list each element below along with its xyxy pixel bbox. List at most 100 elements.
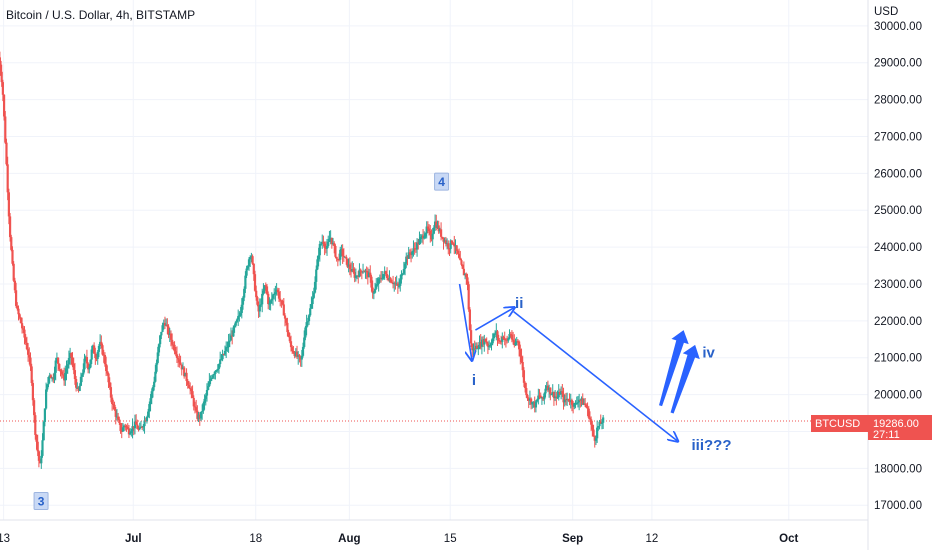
candle-body [40,455,43,464]
candle-body [147,411,150,417]
candle-body [271,295,275,299]
candle-body [210,377,213,379]
candle-body [330,237,333,245]
candle-body [479,341,482,347]
candle-body [414,248,417,250]
candle-body [31,383,34,401]
candle-body [530,398,533,405]
candle-body [231,335,234,337]
y-tick-label: 23000.00 [874,279,922,291]
candle-body [102,354,105,356]
candle-body [497,337,500,341]
candle-body [277,292,281,299]
candle-body [18,314,21,318]
candle-body [502,336,505,339]
candle-body [227,341,230,348]
candle-body [124,425,127,427]
arrow-wave-ii [475,308,513,331]
candle-body [189,388,192,390]
candle-body [1,82,4,95]
candle-body [396,283,399,286]
time-axis[interactable]: 13 Jul 18 Aug 15 Sep 12 Oct [0,533,799,545]
candle-body [38,460,42,464]
candle-body [259,304,263,306]
candle-body [161,325,164,332]
candle-body [75,379,78,388]
candle-body [550,394,553,396]
candle-body [306,321,309,323]
candle-body [166,324,169,327]
candle-body [239,312,242,316]
candle-body [377,278,380,285]
candle-body [269,300,272,304]
candle-body [49,375,53,379]
candle-body [388,278,391,281]
candle-body [321,241,324,244]
candle-body [328,238,331,242]
candle-body [520,356,523,362]
candle-body [141,426,144,428]
candle-body [261,293,264,305]
candle-body [494,333,497,335]
candle-body [119,423,122,431]
candle-body [223,350,227,355]
candle-body [107,373,110,383]
candle-body [313,281,317,293]
candle-body [345,256,348,259]
candle-body [240,304,243,313]
candle-body [419,236,422,239]
candle-body [460,260,463,265]
candle-body [293,352,296,357]
candle-body [118,419,121,424]
candle-body [291,347,294,352]
candle-body [190,388,193,392]
candle-body [156,352,159,363]
candle-body [184,372,187,377]
candle-body [34,415,37,435]
candle-body [485,341,488,344]
candle-body [572,404,575,407]
candle-body [126,427,129,429]
candle-body [359,269,362,272]
candle-body [413,248,416,250]
candle-body [600,422,604,424]
candle-body [381,278,384,280]
price-tag-countdown: 27:11 [873,429,900,441]
candle-body [598,421,601,427]
candle-body [503,338,506,340]
candle-body [131,426,134,432]
candle-body [142,426,145,428]
candle-body [202,403,205,412]
candle-body [436,225,439,228]
candle-body [174,351,177,355]
candle-body [521,361,524,371]
candle-body [515,341,518,343]
currency-label: USD [874,6,898,18]
candle-body [251,256,254,264]
candle-body [132,426,135,429]
x-tick-label: 18 [249,533,262,545]
candle-body [488,346,491,348]
candle-body [592,429,595,437]
candle-body [229,335,233,341]
candle-body [594,438,598,441]
candle-body [570,400,574,405]
candle-body [322,241,325,244]
candle-body [366,271,369,278]
candle-body [431,233,434,240]
candle-body [475,345,479,349]
candle-body [30,366,33,384]
candle-body [596,427,599,439]
candle-body [335,256,338,259]
candle-body [298,354,301,357]
candle-body [35,434,38,442]
candle-body [201,411,204,413]
candle-body [7,192,10,217]
candle-body [333,243,336,246]
wave-box [434,172,450,191]
candle-body [578,399,581,403]
candle-body [491,338,494,344]
candle-body [135,421,138,425]
candle-body [286,322,289,333]
